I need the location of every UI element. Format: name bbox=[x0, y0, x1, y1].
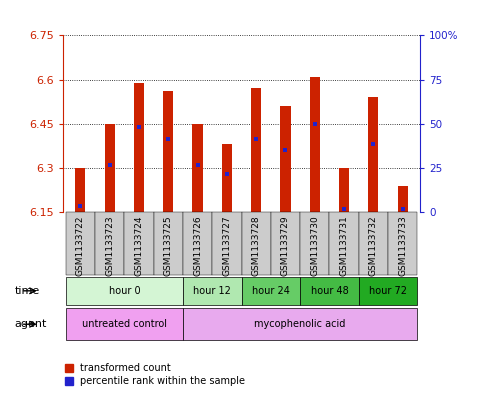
Text: GSM1133725: GSM1133725 bbox=[164, 215, 173, 276]
FancyBboxPatch shape bbox=[242, 277, 300, 305]
FancyBboxPatch shape bbox=[95, 212, 124, 275]
FancyBboxPatch shape bbox=[242, 212, 271, 275]
Bar bbox=[104, 124, 115, 212]
FancyBboxPatch shape bbox=[66, 212, 95, 275]
Text: GSM1133733: GSM1133733 bbox=[398, 215, 407, 276]
Bar bbox=[280, 106, 291, 212]
Text: GSM1133730: GSM1133730 bbox=[310, 215, 319, 276]
Legend: transformed count, percentile rank within the sample: transformed count, percentile rank withi… bbox=[63, 361, 247, 388]
FancyBboxPatch shape bbox=[124, 212, 154, 275]
Text: GSM1133729: GSM1133729 bbox=[281, 215, 290, 276]
FancyBboxPatch shape bbox=[329, 212, 359, 275]
FancyBboxPatch shape bbox=[66, 308, 183, 340]
Text: hour 0: hour 0 bbox=[109, 286, 140, 296]
Text: hour 48: hour 48 bbox=[311, 286, 348, 296]
Bar bbox=[339, 168, 349, 212]
FancyBboxPatch shape bbox=[212, 212, 242, 275]
Text: time: time bbox=[14, 286, 40, 296]
Bar bbox=[222, 145, 232, 212]
FancyBboxPatch shape bbox=[300, 212, 329, 275]
Bar bbox=[368, 97, 379, 212]
FancyBboxPatch shape bbox=[154, 212, 183, 275]
Text: GSM1133732: GSM1133732 bbox=[369, 215, 378, 276]
FancyBboxPatch shape bbox=[183, 212, 212, 275]
Text: GSM1133722: GSM1133722 bbox=[76, 215, 85, 276]
Bar bbox=[163, 92, 173, 212]
Text: mycophenolic acid: mycophenolic acid bbox=[255, 319, 346, 329]
FancyBboxPatch shape bbox=[359, 212, 388, 275]
Text: GSM1133726: GSM1133726 bbox=[193, 215, 202, 276]
Text: GSM1133731: GSM1133731 bbox=[340, 215, 349, 276]
Text: GSM1133724: GSM1133724 bbox=[134, 215, 143, 276]
FancyBboxPatch shape bbox=[183, 308, 417, 340]
Bar bbox=[75, 168, 85, 212]
Text: GSM1133728: GSM1133728 bbox=[252, 215, 261, 276]
Bar bbox=[251, 88, 261, 212]
Text: hour 24: hour 24 bbox=[252, 286, 290, 296]
Text: GSM1133727: GSM1133727 bbox=[222, 215, 231, 276]
FancyBboxPatch shape bbox=[388, 212, 417, 275]
Bar bbox=[134, 83, 144, 212]
Text: GSM1133723: GSM1133723 bbox=[105, 215, 114, 276]
FancyBboxPatch shape bbox=[300, 277, 359, 305]
FancyBboxPatch shape bbox=[66, 277, 183, 305]
Text: agent: agent bbox=[14, 319, 47, 329]
Bar bbox=[192, 124, 203, 212]
Bar bbox=[398, 186, 408, 212]
FancyBboxPatch shape bbox=[359, 277, 417, 305]
Text: hour 12: hour 12 bbox=[193, 286, 231, 296]
Text: hour 72: hour 72 bbox=[369, 286, 407, 296]
FancyBboxPatch shape bbox=[183, 277, 242, 305]
FancyBboxPatch shape bbox=[271, 212, 300, 275]
Text: untreated control: untreated control bbox=[82, 319, 167, 329]
Bar bbox=[310, 77, 320, 212]
